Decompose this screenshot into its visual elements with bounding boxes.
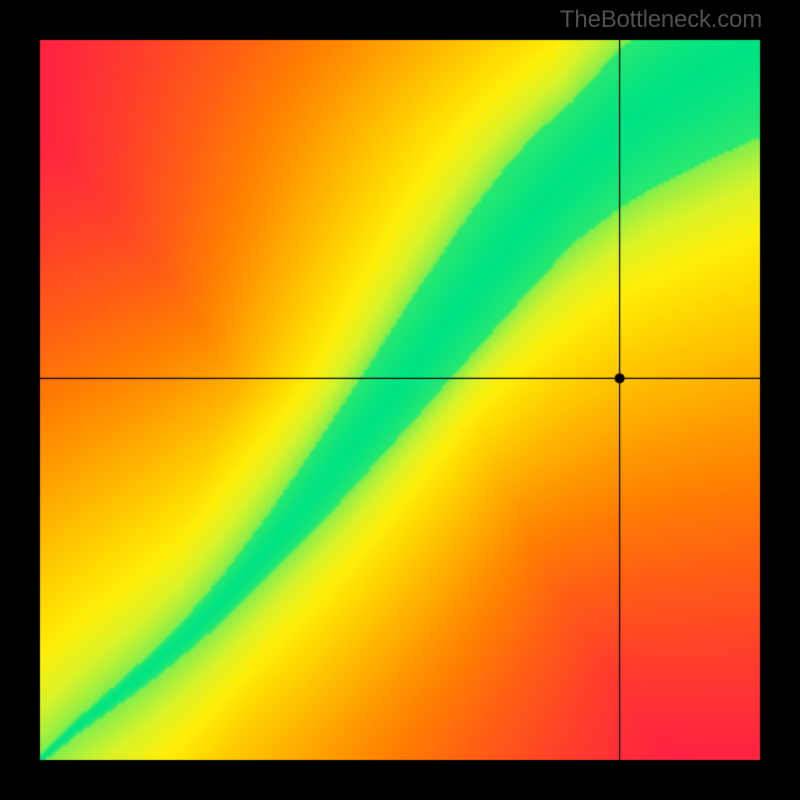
bottleneck-heatmap (0, 0, 800, 800)
chart-container: TheBottleneck.com (0, 0, 800, 800)
watermark-text: TheBottleneck.com (560, 6, 762, 34)
